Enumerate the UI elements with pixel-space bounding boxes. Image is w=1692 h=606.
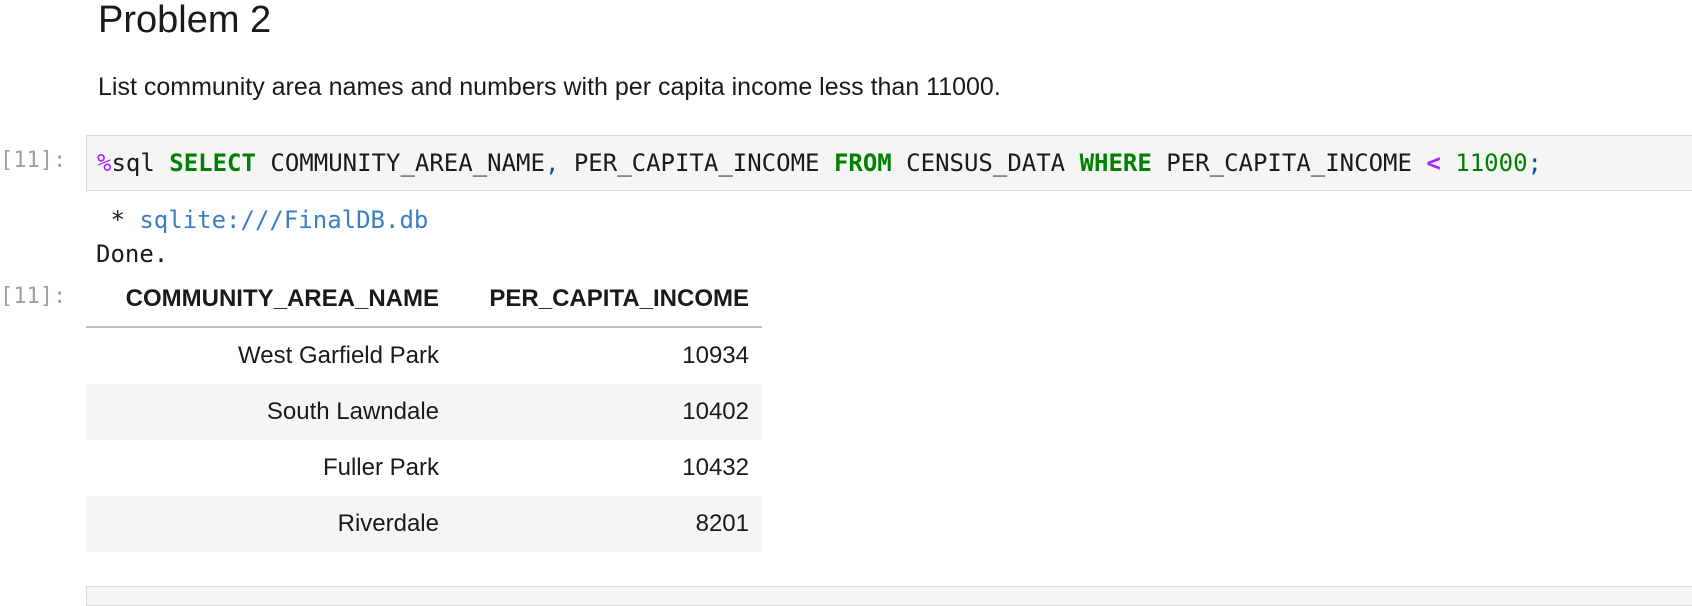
sql-query: %sql SELECT COMMUNITY_AREA_NAME, PER_CAP… — [97, 148, 1542, 178]
keyword-where: WHERE — [1079, 149, 1152, 177]
keyword-from: FROM — [833, 149, 892, 177]
column-community-area-name: COMMUNITY_AREA_NAME — [255, 149, 545, 177]
problem-heading: Problem 2 — [98, 0, 272, 41]
table-name: CENSUS_DATA — [891, 149, 1080, 177]
table-header-row: COMMUNITY_AREA_NAME PER_CAPITA_INCOME — [86, 278, 762, 328]
magic-percent: % — [97, 149, 112, 177]
cell-income: 10402 — [452, 384, 762, 440]
cell-income: 10934 — [682, 342, 749, 369]
cell-area-name: Riverdale — [86, 496, 452, 552]
result-table: COMMUNITY_AREA_NAME PER_CAPITA_INCOME We… — [86, 278, 762, 552]
cell-income: 8201 — [452, 496, 762, 552]
code-cell-editor[interactable]: %sql SELECT COMMUNITY_AREA_NAME, PER_CAP… — [86, 135, 1692, 191]
operator-less-than: < — [1426, 149, 1441, 177]
keyword-select: SELECT — [169, 149, 256, 177]
table-row: South Lawndale 10402 — [86, 384, 762, 440]
where-column: PER_CAPITA_INCOME — [1151, 149, 1427, 177]
input-prompt: [11]: — [0, 148, 67, 173]
magic-name: sql — [111, 149, 170, 177]
number-literal: 11000 — [1455, 149, 1528, 177]
problem-description: List community area names and numbers wi… — [98, 73, 1001, 101]
header-community-area-name: COMMUNITY_AREA_NAME — [86, 278, 452, 328]
column-per-capita-income: PER_CAPITA_INCOME — [559, 149, 834, 177]
semicolon: ; — [1527, 149, 1542, 177]
table-row: West Garfield Park 10934 — [86, 327, 762, 384]
table-row: Fuller Park 10432 — [86, 440, 762, 496]
cell-income: 10432 — [682, 454, 749, 481]
connection-string: sqlite:///FinalDB.db — [139, 206, 429, 234]
cell-stdout: * sqlite:///FinalDB.db Done. — [96, 203, 428, 271]
comma: , — [544, 149, 560, 177]
cell-area-name: Fuller Park — [322, 454, 439, 481]
table-row: Riverdale 8201 — [86, 496, 762, 552]
cell-area-name: West Garfield Park — [238, 342, 439, 369]
done-text: Done. — [96, 240, 169, 268]
space — [1441, 149, 1455, 177]
output-prompt: [11]: — [0, 284, 67, 309]
stdout-bullet: * — [96, 206, 140, 234]
header-per-capita-income: PER_CAPITA_INCOME — [452, 278, 762, 328]
next-code-cell[interactable] — [86, 586, 1692, 606]
cell-area-name: South Lawndale — [86, 384, 452, 440]
